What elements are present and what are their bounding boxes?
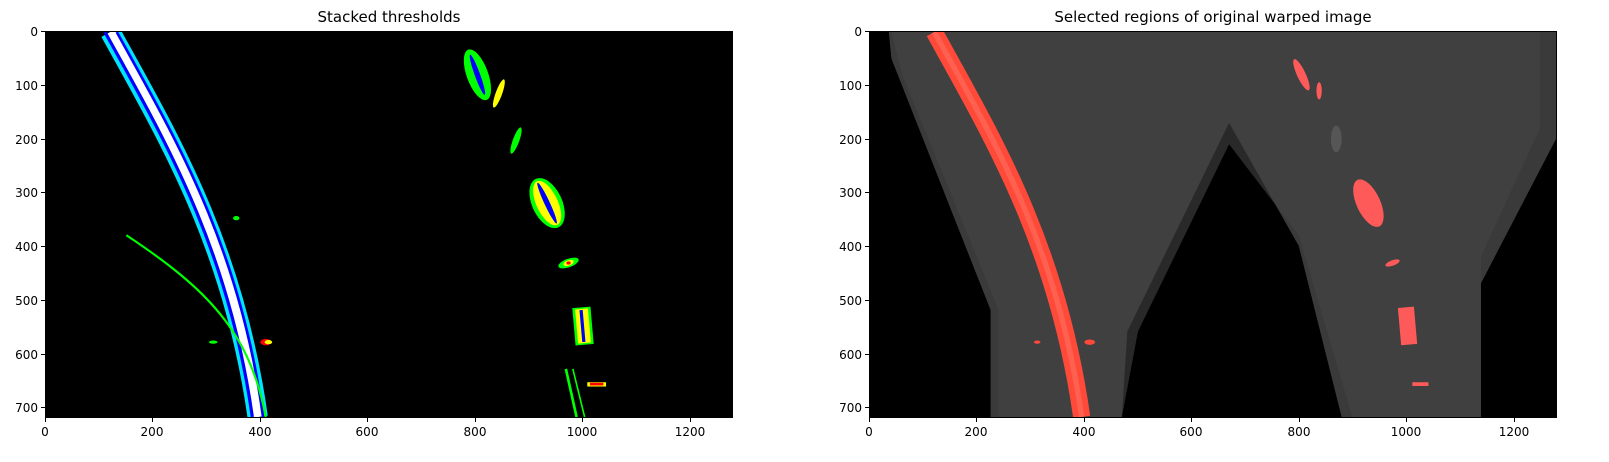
x-tick	[869, 418, 870, 422]
x-tick	[45, 418, 46, 422]
y-tick	[865, 139, 869, 140]
x-tick-label: 1000	[1390, 425, 1422, 439]
x-tick	[367, 418, 368, 422]
y-tick-label: 700	[839, 401, 862, 415]
y-tick-label: 100	[15, 79, 38, 93]
selected-regions-image	[869, 31, 1557, 418]
y-tick	[41, 407, 45, 408]
y-tick-label: 300	[839, 186, 862, 200]
y-tick	[41, 354, 45, 355]
y-tick	[865, 192, 869, 193]
x-tick-label: 600	[355, 425, 379, 439]
y-tick-label: 200	[15, 133, 38, 147]
x-tick-label: 800	[463, 425, 487, 439]
y-tick-label: 300	[15, 186, 38, 200]
x-tick	[976, 418, 977, 422]
x-tick	[690, 418, 691, 422]
stacked-thresholds-image	[45, 31, 733, 418]
y-tick	[41, 300, 45, 301]
y-tick	[41, 85, 45, 86]
y-tick-label: 600	[839, 348, 862, 362]
x-tick-label: 0	[865, 425, 873, 439]
y-tick-label: 200	[839, 133, 862, 147]
x-tick-label: 1200	[674, 425, 706, 439]
x-tick	[1084, 418, 1085, 422]
y-tick	[865, 407, 869, 408]
y-tick	[41, 139, 45, 140]
x-tick	[1191, 418, 1192, 422]
y-tick	[41, 246, 45, 247]
panel-title: Stacked thresholds	[317, 8, 461, 26]
x-tick-label: 400	[248, 425, 272, 439]
x-tick-label: 800	[1287, 425, 1311, 439]
y-tick-label: 600	[15, 348, 38, 362]
y-tick-label: 100	[839, 79, 862, 93]
warped-image-svg	[870, 32, 1556, 417]
y-tick-label: 0	[30, 25, 38, 39]
x-tick	[582, 418, 583, 422]
x-tick-label: 200	[140, 425, 164, 439]
x-tick	[1406, 418, 1407, 422]
y-tick-label: 500	[15, 294, 38, 308]
threshold-image-svg	[101, 32, 607, 417]
x-tick-label: 600	[1179, 425, 1203, 439]
y-tick	[865, 85, 869, 86]
x-tick-label: 200	[964, 425, 988, 439]
x-tick	[152, 418, 153, 422]
y-tick-label: 500	[839, 294, 862, 308]
x-tick-label: 1000	[566, 425, 598, 439]
x-tick	[1514, 418, 1515, 422]
y-tick-label: 400	[15, 240, 38, 254]
x-tick	[260, 418, 261, 422]
y-tick	[865, 31, 869, 32]
x-tick	[475, 418, 476, 422]
x-tick	[1299, 418, 1300, 422]
y-tick	[865, 246, 869, 247]
panel-title: Selected regions of original warped imag…	[1054, 8, 1372, 26]
y-tick	[41, 31, 45, 32]
y-tick-label: 700	[15, 401, 38, 415]
x-tick-label: 1200	[1498, 425, 1530, 439]
y-tick	[41, 192, 45, 193]
y-tick-label: 0	[854, 25, 862, 39]
y-tick-label: 400	[839, 240, 862, 254]
y-tick	[865, 354, 869, 355]
x-tick-label: 400	[1072, 425, 1096, 439]
y-tick	[865, 300, 869, 301]
x-tick-label: 0	[41, 425, 49, 439]
